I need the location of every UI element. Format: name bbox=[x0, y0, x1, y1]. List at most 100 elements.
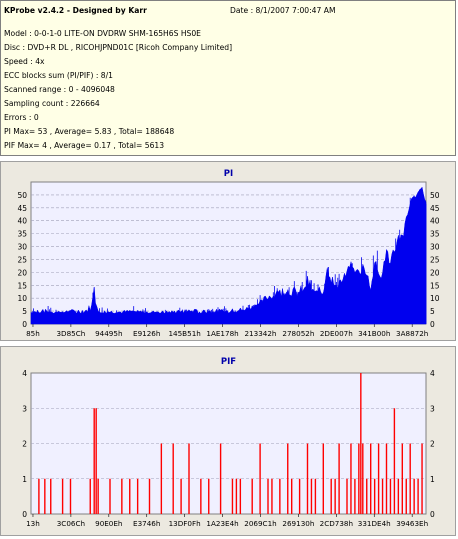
y-tick-label-right: 35 bbox=[430, 230, 440, 239]
y-tick-label-right: 2 bbox=[430, 440, 435, 449]
pif-bar bbox=[97, 478, 99, 514]
y-tick-label-left: 25 bbox=[17, 255, 27, 264]
pif-bar bbox=[208, 478, 210, 514]
y-tick-label-left: 3 bbox=[22, 404, 27, 413]
y-tick-label-right: 10 bbox=[430, 294, 440, 303]
pif-bar bbox=[69, 478, 72, 514]
y-tick-label-left: 1 bbox=[22, 475, 27, 484]
x-tick-label: E3746h bbox=[133, 519, 160, 528]
y-tick-label-right: 3 bbox=[430, 404, 435, 413]
pif-bar bbox=[44, 478, 46, 514]
y-tick-label-left: 5 bbox=[22, 307, 27, 316]
pif-chart: PIF 0 0 1 1 2 2 3 3 4 4 13h 3C06Ch 90E0Eh E3746h 13DF0F… bbox=[22, 357, 435, 528]
pif-bar bbox=[121, 478, 123, 514]
pif-bar bbox=[129, 478, 131, 514]
y-tick-label-left: 20 bbox=[17, 268, 27, 277]
pif-bar bbox=[377, 443, 380, 514]
pif-bar bbox=[267, 478, 269, 514]
info-panel: KProbe v2.4.2 - Designed by Karr Date : … bbox=[0, 0, 456, 156]
pif-bar bbox=[200, 478, 202, 514]
chart-title: PI bbox=[224, 169, 233, 179]
pif-bar bbox=[291, 478, 293, 514]
pif-bar bbox=[370, 443, 372, 514]
pif-bar bbox=[393, 408, 396, 514]
y-tick-label-left: 0 bbox=[22, 510, 27, 519]
pif-bar bbox=[330, 478, 332, 514]
pif-bar bbox=[271, 478, 273, 514]
pif-bar bbox=[235, 478, 238, 514]
y-tick-label-left: 0 bbox=[22, 320, 27, 329]
pif-bar bbox=[310, 478, 313, 514]
x-tick-label: 2DE007h bbox=[320, 329, 353, 338]
pif-bar bbox=[61, 478, 64, 514]
pif-bar bbox=[93, 408, 95, 514]
x-tick-label: 145B51h bbox=[168, 329, 200, 338]
y-tick-label-left: 30 bbox=[17, 243, 27, 252]
pif-bar bbox=[188, 443, 190, 514]
y-tick-label-right: 0 bbox=[430, 510, 435, 519]
pif-bar bbox=[373, 478, 376, 514]
x-tick-label: 213342h bbox=[244, 329, 276, 338]
info-speed: Speed : 4x bbox=[4, 57, 45, 66]
x-tick-label: E9126h bbox=[133, 329, 160, 338]
info-sampling-count: Sampling count : 226664 bbox=[4, 99, 100, 108]
x-tick-label: 1A23E4h bbox=[206, 519, 238, 528]
pif-bar bbox=[360, 373, 362, 514]
pif-bar bbox=[334, 478, 336, 514]
info-pi-stats: PI Max= 53 , Average= 5.83 , Total= 1886… bbox=[4, 127, 175, 136]
x-tick-label: 2CD738h bbox=[320, 519, 353, 528]
y-tick-label-right: 20 bbox=[430, 268, 440, 277]
x-tick-label: 3D85Ch bbox=[56, 329, 85, 338]
pif-bar bbox=[417, 478, 419, 514]
pif-bar bbox=[381, 478, 384, 514]
x-tick-label: 269130h bbox=[282, 519, 314, 528]
pif-bar bbox=[421, 443, 423, 514]
app-title: KProbe v2.4.2 - Designed by Karr bbox=[4, 6, 147, 15]
pif-bar bbox=[405, 478, 407, 514]
x-tick-label: 94495h bbox=[95, 329, 122, 338]
x-tick-label: 85h bbox=[26, 329, 40, 338]
y-tick-label-left: 10 bbox=[17, 294, 27, 303]
y-tick-label-right: 0 bbox=[430, 320, 435, 329]
x-tick-label: 13DF0Fh bbox=[169, 519, 201, 528]
pif-bar bbox=[409, 443, 411, 514]
pif-bar bbox=[385, 443, 388, 514]
pif-bar bbox=[366, 478, 368, 514]
pi-series-spikes bbox=[31, 189, 427, 324]
y-tick-label-left: 45 bbox=[17, 204, 27, 213]
y-tick-label-right: 25 bbox=[430, 255, 440, 264]
pif-bar bbox=[219, 443, 222, 514]
pif-bar bbox=[172, 443, 174, 514]
chart-title: PIF bbox=[221, 357, 236, 367]
info-model: Model : 0-0-1-0 LITE-ON DVDRW SHM-165H6S… bbox=[4, 29, 201, 38]
y-tick-label-left: 4 bbox=[22, 369, 27, 378]
pi-chart-panel: PI 0 0 5 5 10 10 15 15 20 20 25 25 30 30 35 35 40 40 45 45 50… bbox=[0, 161, 456, 341]
pif-bar bbox=[160, 443, 163, 514]
x-tick-label: 1AE178h bbox=[206, 329, 238, 338]
pif-bar bbox=[287, 443, 289, 514]
pif-bar bbox=[397, 478, 400, 514]
pif-bar bbox=[413, 478, 415, 514]
pif-bar bbox=[306, 443, 309, 514]
pif-bar bbox=[231, 478, 234, 514]
pif-bar bbox=[314, 478, 317, 514]
pif-bar bbox=[358, 443, 360, 514]
y-tick-label-right: 15 bbox=[430, 281, 440, 290]
x-tick-label: 341B00h bbox=[358, 329, 390, 338]
pif-bar bbox=[180, 478, 182, 514]
info-scanned-range: Scanned range : 0 - 4096048 bbox=[4, 85, 115, 94]
pif-chart-panel: PIF 0 0 1 1 2 2 3 3 4 4 13h 3C06Ch 90E0Eh E3746h 13DF0F… bbox=[0, 346, 456, 536]
pif-bar bbox=[389, 478, 392, 514]
y-tick-label-right: 30 bbox=[430, 243, 440, 252]
pif-bar bbox=[148, 478, 151, 514]
y-tick-label-left: 2 bbox=[22, 440, 27, 449]
info-disc: Disc : DVD+R DL , RICOHJPND01C [Ricoh Co… bbox=[4, 43, 233, 52]
pif-bar bbox=[350, 443, 352, 514]
y-tick-label-left: 15 bbox=[17, 281, 27, 290]
x-tick-label: 13h bbox=[26, 519, 40, 528]
y-tick-label-right: 4 bbox=[430, 369, 435, 378]
info-pif-stats: PIF Max= 4 , Average= 0.17 , Total= 5613 bbox=[4, 141, 165, 150]
pif-bar bbox=[136, 478, 139, 514]
info-ecc-blocks: ECC blocks sum (PI/PIF) : 8/1 bbox=[4, 71, 114, 80]
pif-bar bbox=[95, 408, 97, 514]
